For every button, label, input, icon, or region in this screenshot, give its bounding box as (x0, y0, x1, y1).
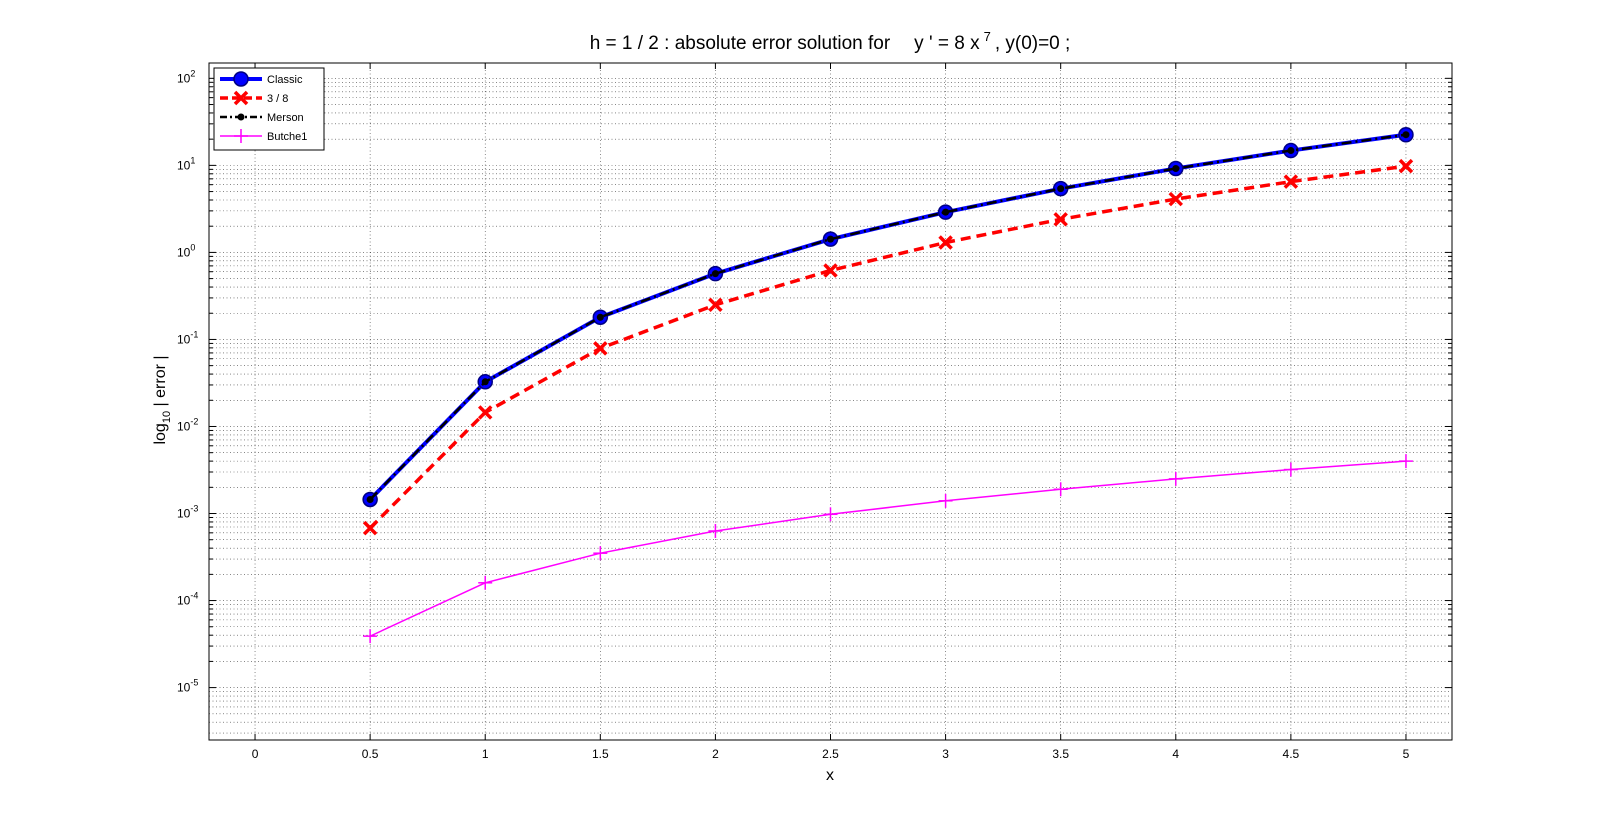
y-axis-label-prefix: log (152, 423, 169, 444)
data-point (1168, 191, 1184, 207)
legend-label: Classic (267, 74, 303, 86)
y-tick-label: 100 (177, 242, 195, 259)
grid (209, 63, 1452, 740)
y-tick-label: 10-5 (177, 678, 198, 695)
data-point (711, 270, 719, 278)
data-point (593, 546, 608, 561)
title-equation-rest: , y(0)=0 ; (995, 33, 1071, 54)
data-point (366, 495, 374, 503)
chart-title: h = 1 / 2 : absolute error solution for y… (590, 29, 1071, 54)
y-tick-label: 10-2 (177, 416, 198, 433)
legend-entry: Merson (220, 112, 304, 124)
x-tick-label: 2 (712, 747, 719, 761)
title-main: h = 1 / 2 : absolute error solution for (590, 33, 891, 54)
legend-marker (234, 129, 248, 143)
y-axis-label-suffix: | error | (152, 355, 169, 410)
data-point (596, 313, 604, 321)
ticks: 0 0.5 1 1.5 2 2.5 3 3.5 4 4.5 5 10-5 10-4 10-3 10-2 10-… (177, 63, 1452, 761)
legend-marker (233, 71, 249, 87)
data-point (1053, 212, 1068, 227)
legend-entry: 3 / 8 (220, 90, 288, 106)
data-point (478, 575, 493, 590)
data-point (1287, 147, 1295, 155)
series-butche1 (363, 454, 1413, 644)
data-point (1402, 131, 1410, 139)
x-tick-label: 2.5 (822, 747, 839, 761)
data-point (481, 378, 489, 386)
x-tick-label: 1.5 (592, 747, 609, 761)
series-group (362, 126, 1414, 644)
x-tick-label: 4.5 (1283, 747, 1300, 761)
y-tick-label: 102 (177, 68, 195, 85)
data-point (1283, 174, 1299, 189)
y-tick-label: 10-1 (177, 329, 198, 346)
legend: Classic 3 / 8 Merson Butche1 (213, 67, 325, 151)
series-line (368, 132, 1407, 501)
title-equation: y ' = 8 x (914, 33, 980, 54)
data-point (1168, 471, 1183, 486)
series-3-8 (362, 158, 1414, 536)
series-line (368, 164, 1407, 530)
x-tick-label: 1 (482, 747, 489, 761)
data-point (363, 629, 378, 644)
legend-label: Merson (267, 112, 304, 124)
x-axis-label: x (826, 767, 834, 784)
x-tick-label: 0 (252, 747, 259, 761)
data-point (827, 235, 834, 243)
data-point (823, 507, 838, 522)
data-point (1057, 185, 1065, 193)
legend-label: 3 / 8 (267, 93, 288, 105)
title-exponent: 7 (984, 29, 991, 44)
data-point (1398, 454, 1413, 469)
series-merson (366, 131, 1410, 503)
legend-marker (237, 113, 245, 121)
y-tick-label: 10-3 (177, 504, 198, 521)
series-line (369, 460, 1407, 637)
y-tick-label: 10-4 (177, 591, 198, 608)
data-point (708, 523, 723, 538)
legend-marker (233, 90, 249, 106)
data-point (1172, 165, 1180, 173)
legend-entry: Butche1 (220, 129, 307, 143)
legend-entry: Classic (220, 71, 303, 87)
y-tick-label: 101 (177, 155, 195, 172)
data-point (823, 263, 838, 278)
data-point (362, 520, 378, 536)
y-axis-label-subscript: 10 (161, 411, 173, 423)
x-tick-label: 5 (1403, 747, 1410, 761)
y-axis-label: log10 | error | (152, 355, 173, 444)
x-tick-label: 0.5 (362, 747, 379, 761)
data-point (1283, 462, 1298, 477)
data-point (938, 235, 953, 250)
legend-label: Butche1 (267, 131, 307, 143)
x-tick-label: 3 (942, 747, 949, 761)
data-point (942, 208, 950, 216)
data-point (477, 405, 493, 420)
data-point (938, 493, 953, 508)
x-tick-label: 4 (1172, 747, 1179, 761)
data-point (1398, 158, 1414, 174)
data-point (708, 297, 723, 313)
data-point (1053, 482, 1068, 497)
data-point (593, 341, 608, 356)
x-tick-label: 3.5 (1052, 747, 1069, 761)
